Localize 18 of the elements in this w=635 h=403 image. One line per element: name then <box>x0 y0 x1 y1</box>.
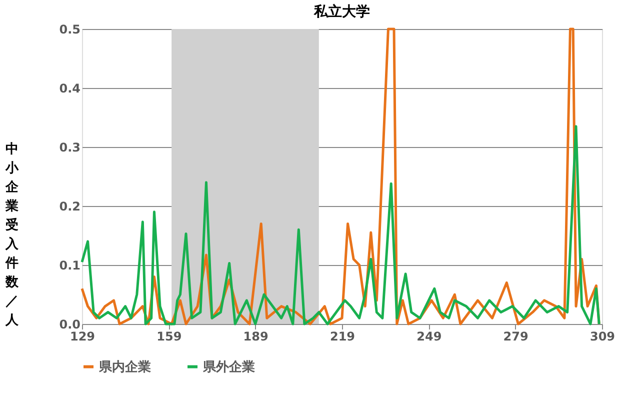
x-tick-label: 189 <box>243 330 268 344</box>
y-tick-label: 0.5 <box>59 22 80 36</box>
legend-label: 県外企業 <box>202 360 255 375</box>
x-tick-label: 219 <box>330 330 356 344</box>
y-tick-label: 0.0 <box>59 318 80 332</box>
y-tick-label: 0.2 <box>59 200 80 214</box>
y-tick-label: 0.4 <box>59 82 80 96</box>
x-tick-label: 129 <box>70 330 96 344</box>
x-tick-label: 249 <box>416 330 442 344</box>
text: 中小企業受入件数／人 <box>6 142 18 328</box>
x-tick-label: 279 <box>503 330 528 344</box>
line-series <box>80 125 600 326</box>
x-tick-label: 309 <box>590 330 616 344</box>
y-tick-label: 0.3 <box>59 140 80 154</box>
chart-title: 私立大学 <box>313 3 370 20</box>
x-tick-label: 159 <box>156 330 182 344</box>
y-tick-label: 0.1 <box>59 258 80 272</box>
legend-label: 県内企業 <box>98 360 151 375</box>
